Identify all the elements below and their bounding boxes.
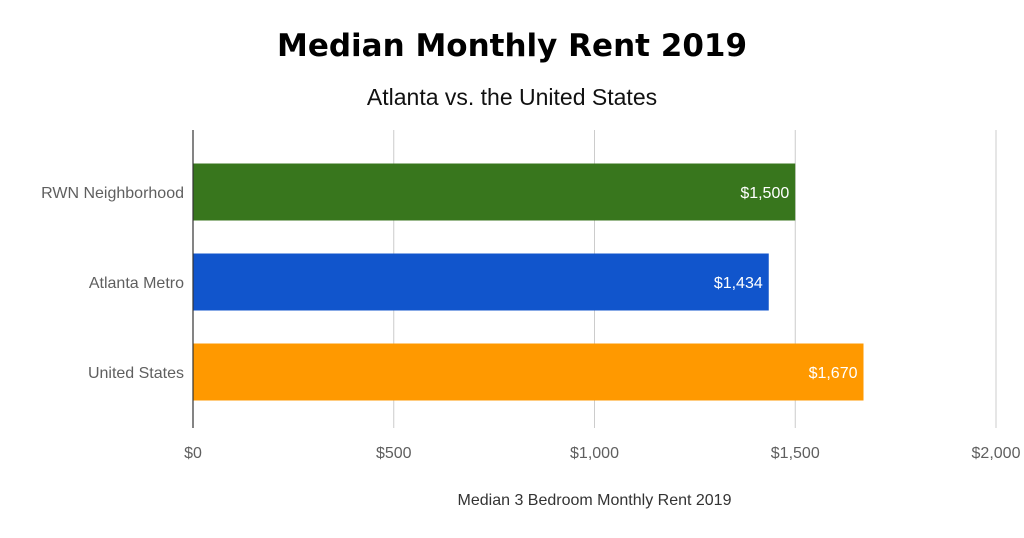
bar-rwn-neighborhood <box>193 163 796 221</box>
bar-atlanta-metro <box>193 253 769 311</box>
bar-united-states <box>193 343 864 401</box>
bars: $1,500 $1,434 $1,670 <box>193 163 864 401</box>
data-label: $1,670 <box>809 365 858 382</box>
x-tick-label: $500 <box>376 445 412 462</box>
category-label: RWN Neighborhood <box>41 185 184 202</box>
x-axis-ticks: $0 $500 $1,000 $1,500 $2,000 <box>184 445 1020 462</box>
category-label: United States <box>88 365 184 382</box>
x-tick-label: $1,500 <box>771 445 820 462</box>
y-axis-categories: RWN Neighborhood Atlanta Metro United Stat… <box>41 185 184 382</box>
x-tick-label: $2,000 <box>972 445 1021 462</box>
chart-subtitle: Atlanta vs. the United States <box>366 84 658 110</box>
x-tick-label: $0 <box>184 445 202 462</box>
data-label: $1,434 <box>714 275 763 292</box>
category-label: Atlanta Metro <box>89 275 184 292</box>
x-tick-label: $1,000 <box>570 445 619 462</box>
chart-title: Median Monthly Rent 2019 <box>276 28 748 64</box>
x-axis-title: Median 3 Bedroom Monthly Rent 2019 <box>458 492 732 509</box>
data-label: $1,500 <box>740 185 789 202</box>
